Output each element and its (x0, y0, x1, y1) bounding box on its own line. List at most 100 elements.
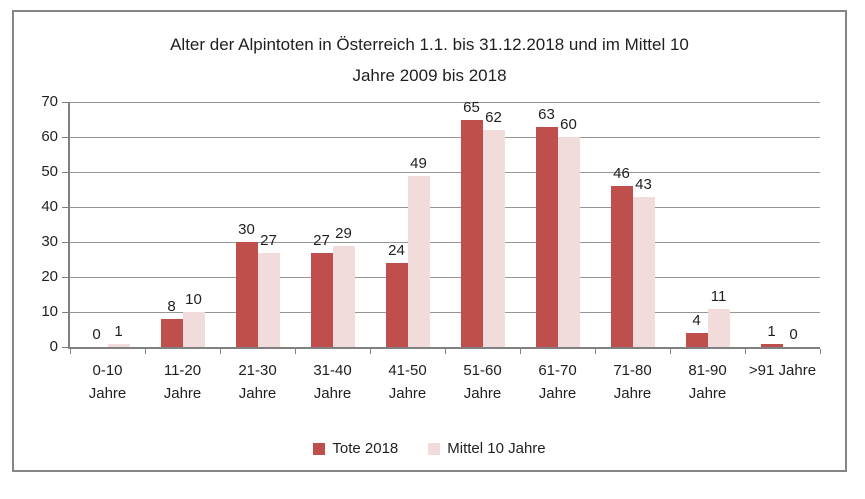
x-category-label-line: 31-40 (313, 362, 352, 379)
bar-data-label: 8 (167, 298, 176, 315)
x-category-label-line: 0-10 (92, 362, 123, 379)
bar-data-label: 30 (238, 221, 255, 238)
bar-data-label: 27 (260, 231, 277, 249)
x-category-label-line: Jahre (538, 385, 577, 402)
legend: Tote 2018 Mittel 10 Jahre (14, 440, 845, 457)
bar-data-label: 1 (114, 322, 123, 340)
x-axis-tick (444, 349, 446, 354)
y-axis-tick-label: 70 (41, 93, 58, 110)
legend-swatch-icon (428, 442, 441, 455)
x-category-label: 81-90 Jahre (670, 359, 745, 405)
gridline (70, 206, 820, 208)
plot-area: 0 10 20 30 40 50 60 70 0 1 8 10 30 27 27 29 24 49 65 62 63 60… (41, 93, 821, 355)
bar-data-label: 0 (789, 326, 798, 343)
x-category-label: 51-60 Jahre (445, 359, 520, 405)
bar-data-label: 63 (538, 105, 555, 123)
x-category-label-line: Jahre (688, 385, 727, 402)
x-category-label-line: 71-80 (613, 362, 652, 379)
legend-item: Mittel 10 Jahre (428, 440, 546, 457)
x-axis-tick (219, 349, 221, 354)
legend-label: Mittel 10 Jahre (447, 440, 546, 457)
y-axis-tick-label: 30 (41, 233, 58, 250)
bar-data-label: 43 (635, 175, 652, 193)
x-category-label-line: >91 Jahre (748, 362, 817, 379)
y-axis-tick (62, 206, 68, 208)
bar-data-label: 11 (710, 287, 727, 305)
x-category-label-line: Jahre (313, 385, 352, 402)
x-axis-tick (819, 349, 821, 354)
bar (460, 119, 483, 347)
x-category-label-line: Jahre (238, 385, 277, 402)
bar (107, 343, 130, 347)
gridline (70, 101, 820, 103)
gridline (70, 171, 820, 173)
chart-title-line2: Jahre 2009 bis 2018 (352, 66, 507, 85)
x-category-label-line: Jahre (463, 385, 502, 402)
x-axis-tick (594, 349, 596, 354)
legend-label: Tote 2018 (332, 440, 399, 457)
x-category-label: 71-80 Jahre (595, 359, 670, 405)
bar (707, 308, 730, 347)
gridline (70, 136, 820, 138)
y-axis-tick-label: 0 (49, 338, 58, 355)
bar-data-label: 29 (335, 224, 352, 242)
x-category-label: 31-40 Jahre (295, 359, 370, 405)
bar-data-label: 24 (388, 242, 405, 259)
bar (160, 319, 183, 347)
gridline (70, 311, 820, 313)
bar (407, 175, 430, 347)
chart-frame: Alter der Alpintoten in Österreich 1.1. … (12, 10, 847, 472)
bar-data-label: 4 (692, 312, 701, 329)
x-category-label: 21-30 Jahre (220, 359, 295, 405)
bar-data-label: 27 (313, 231, 330, 249)
bar-data-label: 10 (185, 291, 202, 308)
x-category-label: 61-70 Jahre (520, 359, 595, 405)
x-category-label: 0-10 Jahre (70, 359, 145, 405)
chart-title-line1: Alter der Alpintoten in Österreich 1.1. … (170, 35, 689, 54)
bar-data-label: 65 (463, 98, 480, 116)
bar (257, 252, 280, 347)
x-axis-tick (294, 349, 296, 354)
x-axis-tick (369, 349, 371, 354)
bar-data-label: 0 (92, 326, 101, 343)
x-category-label-line: Jahre (613, 385, 652, 402)
x-category-label-line: Jahre (163, 385, 202, 402)
x-category-label-line: 41-50 (388, 362, 427, 379)
bar-data-label: 46 (613, 165, 630, 182)
bar-data-label: 1 (767, 322, 776, 340)
bar-data-label: 62 (485, 109, 502, 126)
y-axis-tick (62, 101, 68, 103)
y-axis-tick (62, 346, 68, 348)
x-category-label-line: 21-30 (238, 362, 277, 379)
x-category-label: >91 Jahre (745, 359, 820, 382)
y-axis-tick (62, 136, 68, 138)
y-axis-line (68, 102, 70, 349)
y-axis-tick-label: 20 (41, 268, 58, 285)
bar (760, 343, 783, 347)
bar (482, 130, 505, 347)
x-category-label-line: 61-70 (538, 362, 577, 379)
y-axis-tick-label: 10 (41, 303, 58, 320)
x-category-label-line: 51-60 (463, 362, 502, 379)
y-axis-tick (62, 241, 68, 243)
y-axis-tick-label: 40 (41, 198, 58, 215)
bar (535, 126, 558, 347)
legend-swatch-icon (313, 442, 326, 455)
bar (385, 263, 408, 347)
bar (332, 245, 355, 347)
x-axis-tick (69, 349, 71, 354)
x-axis-tick (519, 349, 521, 354)
bar (632, 196, 655, 347)
x-category-label: 41-50 Jahre (370, 359, 445, 405)
x-category-label-line: Jahre (388, 385, 427, 402)
bar (557, 137, 580, 347)
bar (685, 333, 708, 347)
chart-title: Alter der Alpintoten in Österreich 1.1. … (14, 29, 845, 91)
x-axis-line (68, 347, 820, 349)
x-axis-tick (144, 349, 146, 354)
gridline (70, 276, 820, 278)
x-category-label-line: 11-20 (163, 362, 202, 379)
bar (235, 242, 258, 347)
bar (310, 252, 333, 347)
